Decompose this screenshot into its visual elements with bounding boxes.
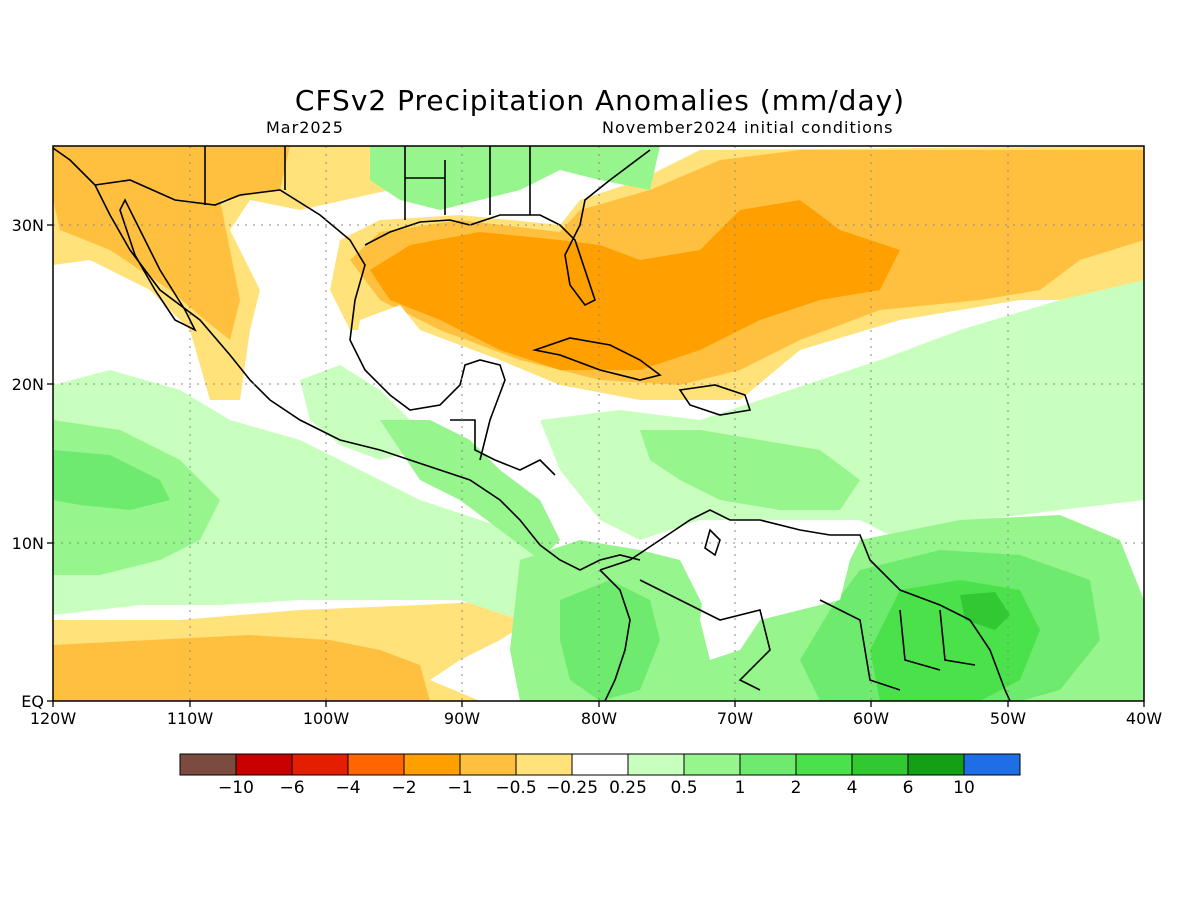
x-tick-label: 100W <box>303 709 350 728</box>
tick-marks <box>47 224 1145 707</box>
wet-anomaly-north-gulf <box>370 146 660 210</box>
colorbar-label: −2 <box>391 778 416 798</box>
coastline-cuba <box>531 337 662 381</box>
wet-anomaly-panama-core <box>560 580 660 701</box>
gridlines <box>53 146 1144 701</box>
y-tick-label: EQ <box>21 692 44 711</box>
colorbar-swatch <box>907 753 965 776</box>
x-tick-label: 110W <box>167 709 214 728</box>
wet-anomaly-caribbean-mid <box>640 430 860 510</box>
x-tick-label: 60W <box>853 709 889 728</box>
coastline-north-america <box>53 147 641 571</box>
colorbar-swatch <box>403 753 461 776</box>
x-tick-label: 80W <box>581 709 617 728</box>
initial-conditions: November2024 initial conditions <box>602 118 894 137</box>
colorbar-label: −6 <box>279 778 304 798</box>
colorbar-labels: −10 −6 −4 −2 −1 −0.5 −0.25 0.25 0.5 1 2 4 6 10 <box>218 778 975 798</box>
colorbar-swatch <box>683 753 741 776</box>
anomaly-field <box>53 146 1144 701</box>
colorbar-label: 10 <box>953 778 975 798</box>
coastline-gulf-of-mexico <box>239 189 506 461</box>
border-south-america <box>639 579 976 691</box>
coastline-pacific-colombia <box>599 569 631 701</box>
colorbar-label: −0.25 <box>546 778 598 798</box>
y-tick-label: 10N <box>12 534 44 553</box>
colorbar-label: 0.25 <box>609 778 647 798</box>
border-us-states <box>204 146 531 220</box>
wet-anomaly-guianas-peak <box>960 592 1010 630</box>
colorbar <box>179 753 1021 776</box>
colorbar-label: 2 <box>791 778 802 798</box>
dry-anomaly-south-pacific-mid <box>53 635 430 701</box>
coastlines <box>53 146 1011 701</box>
y-tick-label: 30N <box>12 216 44 235</box>
colorbar-label: −10 <box>218 778 254 798</box>
x-tick-label: 50W <box>990 709 1026 728</box>
x-tick-label: 120W <box>30 709 77 728</box>
zero-anomaly-venezuela <box>700 525 850 660</box>
colorbar-swatch <box>459 753 517 776</box>
coastline-south-america <box>599 509 1011 701</box>
coastline-venezuela-lake <box>704 528 721 557</box>
colorbar-label: 1 <box>735 778 746 798</box>
wet-anomaly-central-america <box>380 420 560 560</box>
colorbar-swatch <box>179 753 237 776</box>
border-us-mexico <box>94 179 241 206</box>
wet-anomaly-east-pacific <box>53 370 560 620</box>
x-axis-labels: 120W 110W 100W 90W 80W 70W 60W 50W 40W <box>30 709 1162 728</box>
y-tick-label: 20N <box>12 375 44 394</box>
colorbar-swatch <box>235 753 293 776</box>
colorbar-label: 0.5 <box>670 778 697 798</box>
dry-anomaly-northwest-mid <box>53 146 290 340</box>
wet-anomaly-mexico-interior <box>300 365 420 460</box>
wet-anomaly-east-pacific-core <box>53 450 170 510</box>
chart-title: CFSv2 Precipitation Anomalies (mm/day) <box>294 84 906 117</box>
x-tick-label: 90W <box>444 709 480 728</box>
colorbar-label: 6 <box>903 778 914 798</box>
colorbar-label: −4 <box>335 778 360 798</box>
colorbar-label: −0.5 <box>495 778 536 798</box>
colorbar-swatch <box>347 753 405 776</box>
coastline-hispaniola <box>678 384 752 416</box>
y-axis-labels: EQ 10N 20N 30N <box>12 216 44 711</box>
coastline-baja <box>119 198 197 332</box>
colorbar-label: −1 <box>447 778 472 798</box>
x-tick-label: 70W <box>717 709 753 728</box>
colorbar-swatch <box>627 753 685 776</box>
dry-anomaly-gulf-white-hole <box>355 305 470 405</box>
coastline-us-gulf <box>364 149 651 307</box>
colorbar-swatch <box>515 753 573 776</box>
colorbar-swatch <box>795 753 853 776</box>
colorbar-swatch <box>963 753 1021 776</box>
colorbar-swatch <box>739 753 797 776</box>
dry-anomaly-gulf-core <box>370 200 900 370</box>
colorbar-swatch <box>291 753 349 776</box>
colorbar-label: 4 <box>847 778 858 798</box>
colorbar-swatch <box>571 753 629 776</box>
colorbar-swatch <box>851 753 909 776</box>
x-tick-label: 40W <box>1126 709 1162 728</box>
border-central-america <box>450 419 556 476</box>
forecast-month: Mar2025 <box>266 118 344 137</box>
